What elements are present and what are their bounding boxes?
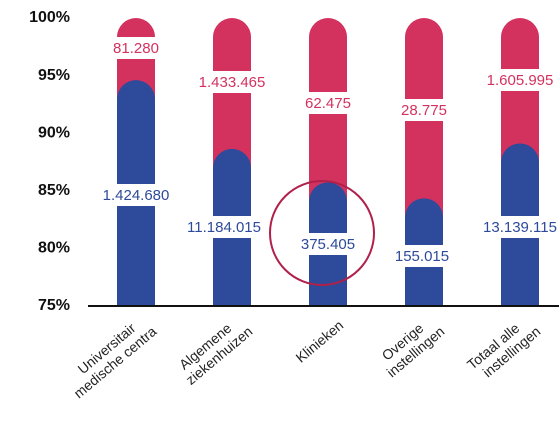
label-box	[475, 69, 559, 91]
y-tick-label: 85%	[38, 182, 70, 199]
highlight-circle	[269, 180, 375, 286]
value-label: 11.184.015	[187, 219, 261, 236]
value-label: 155.015	[395, 248, 449, 265]
value-label: 81.280	[113, 40, 159, 57]
y-tick-label: 100%	[29, 9, 70, 26]
y-tick-label: 95%	[38, 67, 70, 84]
label-box	[386, 245, 458, 267]
label-box	[104, 37, 168, 59]
value-label: 1.424.680	[103, 187, 170, 204]
label-box	[292, 233, 364, 255]
value-label: 62.475	[305, 95, 351, 112]
value-label: 13.139.115	[483, 219, 557, 236]
y-tick-label: 75%	[38, 297, 70, 314]
value-label: 375.405	[301, 236, 355, 253]
x-tick-label: Klinieken	[292, 317, 346, 366]
value-label: 1.433.465	[199, 74, 266, 91]
label-box	[175, 216, 273, 238]
y-tick-label: 80%	[38, 240, 70, 257]
label-box	[471, 216, 559, 238]
label-box	[392, 99, 456, 121]
label-box	[91, 184, 181, 206]
value-label: 1.605.995	[487, 72, 554, 89]
value-label: 28.775	[401, 102, 447, 119]
label-box	[296, 92, 360, 114]
label-box	[187, 71, 277, 93]
y-tick-label: 90%	[38, 124, 70, 141]
x-tick-label-group: Klinieken	[292, 317, 346, 366]
